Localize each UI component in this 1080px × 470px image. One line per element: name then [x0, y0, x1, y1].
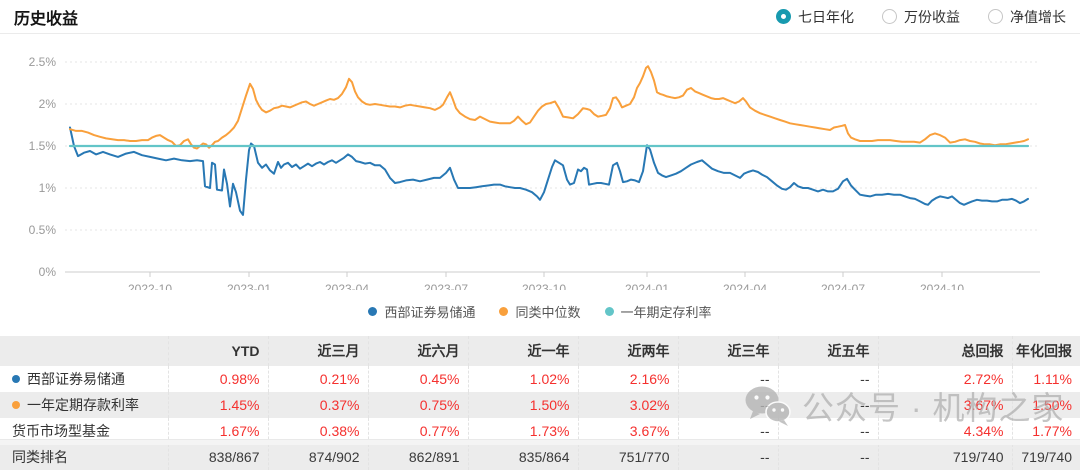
svg-text:2023-10: 2023-10 [522, 282, 566, 290]
header-cell-3y: 近三年 [677, 336, 778, 366]
svg-text:2024-01: 2024-01 [625, 282, 669, 290]
row-label: 货币市场型基金 [12, 423, 110, 439]
next-section-edge [0, 439, 1080, 445]
svg-text:2023-04: 2023-04 [325, 282, 369, 290]
table-cell: 1.11% [1011, 366, 1080, 392]
header-cell-2y: 近两年 [577, 336, 678, 366]
table-cell: 0.75% [367, 392, 468, 418]
row-label-cell: 一年定期存款利率 [0, 392, 168, 418]
table-cell: 1.02% [467, 366, 578, 392]
series-dot-icon [12, 375, 20, 383]
table-cell: -- [777, 392, 878, 418]
svg-text:1%: 1% [39, 181, 57, 195]
radio-nav-growth[interactable]: 净值增长 [988, 7, 1066, 27]
radio-seven-day-annualized[interactable]: 七日年化 [776, 7, 854, 27]
table-cell: 862/891 [367, 444, 468, 470]
table-cell: 3.02% [577, 392, 678, 418]
series-dot-icon [12, 401, 20, 409]
legend-item-deposit-rate[interactable]: 一年期定存利率 [604, 302, 712, 321]
header-cell-6m: 近六月 [367, 336, 468, 366]
page-title: 历史收益 [14, 10, 79, 28]
table-cell: 2.16% [577, 366, 678, 392]
radio-icon[interactable] [988, 9, 1003, 24]
svg-text:2022-10: 2022-10 [128, 282, 172, 290]
table-cell: -- [677, 392, 778, 418]
header-cell-1y: 近一年 [467, 336, 578, 366]
svg-text:2024-07: 2024-07 [821, 282, 865, 290]
table-cell: 0.45% [367, 366, 468, 392]
radio-label[interactable]: 七日年化 [798, 8, 854, 25]
legend-label[interactable]: 一年期定存利率 [620, 304, 712, 320]
table-cell: 3.67% [877, 392, 1012, 418]
legend-item-category-median[interactable]: 同类中位数 [499, 302, 581, 321]
table-header-row: YTD 近三月 近六月 近一年 近两年 近三年 近五年 总回报 年化回报 [0, 336, 1080, 366]
table-cell: 0.98% [167, 366, 268, 392]
table-cell: 1.50% [1011, 392, 1080, 418]
row-label: 同类排名 [12, 449, 68, 465]
table-cell: -- [677, 366, 778, 392]
header-cell-annualized-return: 年化回报 [1011, 336, 1080, 366]
header-cell-empty [0, 336, 168, 366]
table-cell: -- [777, 366, 878, 392]
row-label-cell: 货币市场型基金 [0, 418, 168, 444]
table-row-category-rank: 同类排名 838/867 874/902 862/891 835/864 751… [0, 444, 1080, 470]
chart-area: 0% 0.5% 1% 1.5% 2% 2.5% 2022-10 2023-01 2023-04 2… [0, 34, 1080, 296]
legend-item-fund[interactable]: 西部证券易储通 [368, 302, 475, 321]
legend-label[interactable]: 西部证券易储通 [384, 304, 476, 320]
svg-text:2024-10: 2024-10 [920, 282, 964, 290]
table-cell: 835/864 [467, 444, 578, 470]
svg-text:0%: 0% [39, 265, 57, 279]
radio-label[interactable]: 净值增长 [1010, 8, 1066, 25]
table-cell: 838/867 [167, 444, 268, 470]
legend-dot-teal [604, 306, 614, 316]
legend-dot-orange [499, 306, 509, 316]
header-cell-3m: 近三月 [267, 336, 368, 366]
radio-icon[interactable] [882, 9, 897, 24]
table-cell: 719/740 [877, 444, 1012, 470]
header-cell-ytd: YTD [167, 336, 268, 366]
svg-text:2023-07: 2023-07 [424, 282, 468, 290]
table-cell: -- [777, 444, 878, 470]
row-label: 西部证券易储通 [27, 371, 125, 387]
table-cell: -- [677, 444, 778, 470]
table-cell: 0.37% [267, 392, 368, 418]
table-cell: 751/770 [577, 444, 678, 470]
metric-radio-group: 七日年化 万份收益 净值增长 [776, 7, 1066, 27]
table-cell: 1.50% [467, 392, 578, 418]
table-row-fund: 西部证券易储通 0.98% 0.21% 0.45% 1.02% 2.16% --… [0, 366, 1080, 392]
row-label: 一年定期存款利率 [27, 397, 139, 413]
radio-icon[interactable] [776, 9, 791, 24]
row-label-cell: 西部证券易储通 [0, 366, 168, 392]
table-row-deposit-rate: 一年定期存款利率 1.45% 0.37% 0.75% 1.50% 3.02% -… [0, 392, 1080, 418]
table-cell: 874/902 [267, 444, 368, 470]
table-cell: 1.45% [167, 392, 268, 418]
row-label-cell: 同类排名 [0, 444, 168, 470]
table-cell: 719/740 [1011, 444, 1080, 470]
svg-text:2024-04: 2024-04 [723, 282, 767, 290]
svg-text:2%: 2% [39, 97, 57, 111]
returns-line-chart: 0% 0.5% 1% 1.5% 2% 2.5% 2022-10 2023-01 2023-04 2… [29, 55, 1040, 290]
radio-label[interactable]: 万份收益 [904, 8, 960, 25]
svg-text:0.5%: 0.5% [29, 223, 57, 237]
legend-label[interactable]: 同类中位数 [515, 304, 581, 320]
svg-text:2023-01: 2023-01 [227, 282, 271, 290]
section-header: 历史收益 七日年化 万份收益 净值增长 [0, 0, 1080, 34]
svg-text:2.5%: 2.5% [29, 55, 57, 69]
chart-legend: 西部证券易储通 同类中位数 一年期定存利率 [0, 298, 1080, 324]
svg-text:1.5%: 1.5% [29, 139, 57, 153]
header-cell-5y: 近五年 [777, 336, 878, 366]
legend-dot-blue [368, 306, 378, 316]
radio-per-10k-return[interactable]: 万份收益 [882, 7, 960, 27]
table-cell: 2.72% [877, 366, 1012, 392]
header-cell-total-return: 总回报 [877, 336, 1012, 366]
performance-table: YTD 近三月 近六月 近一年 近两年 近三年 近五年 总回报 年化回报 西部证… [0, 336, 1080, 470]
table-cell: 0.21% [267, 366, 368, 392]
